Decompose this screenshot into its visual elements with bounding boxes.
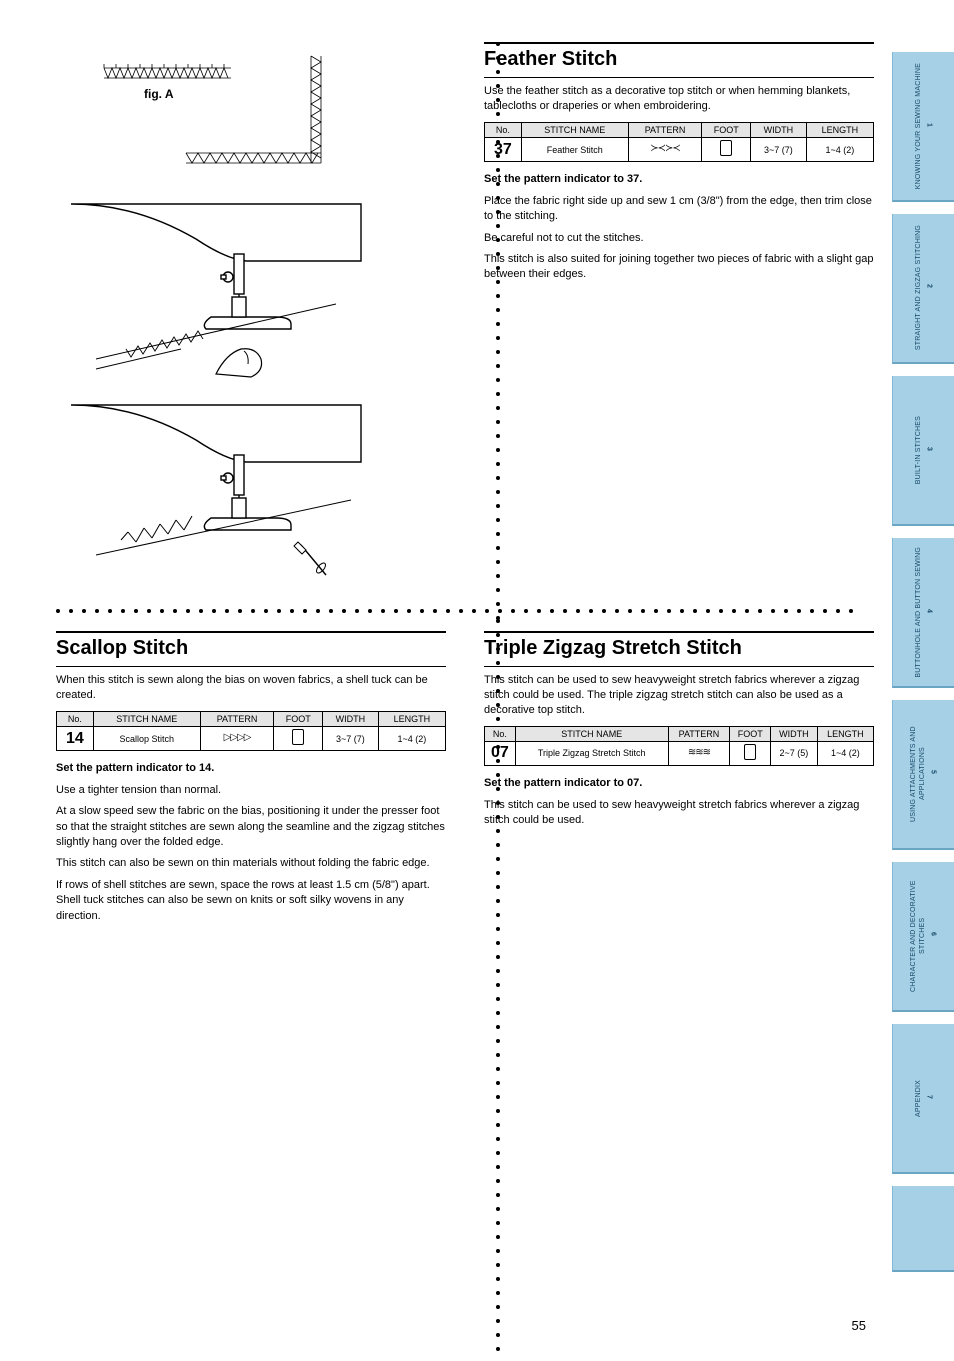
feather-no: 37	[485, 138, 522, 162]
presser-foot-overlock-diagram	[66, 199, 366, 379]
th-pattern: PATTERN	[668, 726, 730, 741]
th-name: STITCH NAME	[515, 726, 668, 741]
th-name: STITCH NAME	[521, 122, 628, 137]
side-tab-label: BUILT-IN STITCHES3	[915, 412, 933, 488]
side-tab-8[interactable]	[892, 1186, 954, 1272]
th-pattern: PATTERN	[200, 711, 274, 726]
side-tab-2[interactable]: STRAIGHT AND ZIGZAG STITCHING2	[892, 214, 954, 364]
triple-pattern-icon: ≋≋≋	[668, 741, 730, 765]
feather-step1: Set the pattern indicator to 37.	[484, 173, 642, 185]
side-tabs: KNOWING YOUR SEWING MACHINE1 STRAIGHT AND…	[892, 52, 954, 1284]
scallop-step3: At a slow speed sew the fabric on the bi…	[56, 804, 446, 850]
feather-length: 1~4 (2)	[806, 138, 873, 162]
triple-length: 1~4 (2)	[817, 741, 873, 765]
side-tab-label: CHARACTER AND DECORATIVE STITCHES6	[910, 862, 936, 1010]
scallop-no: 14	[57, 727, 94, 751]
scallop-foot-icon	[274, 727, 323, 751]
page-number: 55	[852, 1318, 866, 1333]
side-tab-4[interactable]: BUTTONHOLE AND BUTTON SEWING4	[892, 538, 954, 688]
scallop-step5: If rows of shell stitches are sewn, spac…	[56, 878, 446, 924]
side-tab-label: APPENDIX7	[915, 1076, 933, 1121]
feather-foot-icon	[702, 138, 751, 162]
scallop-width: 3~7 (7)	[323, 727, 379, 751]
horizontal-divider-dots	[56, 609, 876, 613]
triple-step2: This stitch can be used to sew heavyweig…	[484, 798, 874, 829]
fig-a-label: fig. A	[144, 87, 174, 101]
feather-width: 3~7 (7)	[751, 138, 807, 162]
side-tab-label: USING ATTACHMENTS AND APPLICATIONS5	[910, 700, 936, 848]
feather-body: Set the pattern indicator to 37. Place t…	[484, 172, 874, 282]
feather-step4: This stitch is also suited for joining t…	[484, 252, 874, 283]
scallop-step4: This stitch can also be sewn on thin mat…	[56, 856, 446, 871]
illustrations-column: fig. A	[56, 42, 446, 595]
side-tab-5[interactable]: USING ATTACHMENTS AND APPLICATIONS5	[892, 700, 954, 850]
presser-foot-feather-diagram	[66, 400, 366, 580]
th-no: No.	[485, 122, 522, 137]
triple-foot-icon	[730, 741, 771, 765]
upper-row: fig. A	[56, 42, 876, 595]
th-foot: FOOT	[274, 711, 323, 726]
feather-title: Feather Stitch	[484, 42, 874, 78]
scallop-subtitle: When this stitch is sewn along the bias …	[56, 673, 446, 703]
triple-stitch-table: No. STITCH NAME PATTERN FOOT WIDTH LENGT…	[484, 726, 874, 767]
scallop-title: Scallop Stitch	[56, 631, 446, 667]
scallop-name: Scallop Stitch	[93, 727, 200, 751]
lower-row: Scallop Stitch When this stitch is sewn …	[56, 631, 876, 930]
feather-step2: Place the fabric right side up and sew 1…	[484, 194, 874, 225]
th-name: STITCH NAME	[93, 711, 200, 726]
feather-step3: Be careful not to cut the stitches.	[484, 231, 874, 246]
th-width: WIDTH	[771, 726, 818, 741]
triple-body: Set the pattern indicator to 07. This st…	[484, 776, 874, 828]
triple-step1: Set the pattern indicator to 07.	[484, 777, 642, 789]
scallop-stitch-section: Scallop Stitch When this stitch is sewn …	[56, 631, 446, 930]
th-no: No.	[57, 711, 94, 726]
scallop-pattern-icon: ▷▷▷▷	[200, 727, 274, 751]
th-length: LENGTH	[378, 711, 445, 726]
page-content: fig. A	[56, 42, 876, 930]
side-tab-7[interactable]: APPENDIX7	[892, 1024, 954, 1174]
triple-subtitle: This stitch can be used to sew heavyweig…	[484, 673, 874, 718]
triple-title: Triple Zigzag Stretch Stitch	[484, 631, 874, 667]
feather-name: Feather Stitch	[521, 138, 628, 162]
scallop-body: Set the pattern indicator to 14. Use a t…	[56, 761, 446, 924]
fig-a-corner-stitch-diagram: fig. A	[86, 48, 346, 178]
th-width: WIDTH	[751, 122, 807, 137]
triple-zigzag-section: Triple Zigzag Stretch Stitch This stitch…	[484, 631, 874, 930]
side-tab-label: BUTTONHOLE AND BUTTON SEWING4	[915, 543, 933, 682]
th-no: No.	[485, 726, 516, 741]
th-foot: FOOT	[730, 726, 771, 741]
triple-name: Triple Zigzag Stretch Stitch	[515, 741, 668, 765]
feather-pattern-icon: ≻≺≻≺	[628, 138, 702, 162]
side-tab-label: STRAIGHT AND ZIGZAG STITCHING2	[915, 221, 933, 354]
feather-stitch-table: No. STITCH NAME PATTERN FOOT WIDTH LENGT…	[484, 122, 874, 163]
th-pattern: PATTERN	[628, 122, 702, 137]
scallop-length: 1~4 (2)	[378, 727, 445, 751]
feather-stitch-section: Feather Stitch Use the feather stitch as…	[484, 42, 874, 595]
scallop-step1: Set the pattern indicator to 14.	[56, 762, 214, 774]
side-tab-6[interactable]: CHARACTER AND DECORATIVE STITCHES6	[892, 862, 954, 1012]
th-foot: FOOT	[702, 122, 751, 137]
side-tab-label: KNOWING YOUR SEWING MACHINE1	[915, 59, 933, 193]
th-length: LENGTH	[806, 122, 873, 137]
triple-width: 2~7 (5)	[771, 741, 818, 765]
th-length: LENGTH	[817, 726, 873, 741]
side-tab-3[interactable]: BUILT-IN STITCHES3	[892, 376, 954, 526]
feather-subtitle: Use the feather stitch as a decorative t…	[484, 84, 874, 114]
side-tab-1[interactable]: KNOWING YOUR SEWING MACHINE1	[892, 52, 954, 202]
th-width: WIDTH	[323, 711, 379, 726]
triple-no: 07	[485, 741, 516, 765]
scallop-step2: Use a tighter tension than normal.	[56, 783, 446, 798]
scallop-stitch-table: No. STITCH NAME PATTERN FOOT WIDTH LENGT…	[56, 711, 446, 752]
